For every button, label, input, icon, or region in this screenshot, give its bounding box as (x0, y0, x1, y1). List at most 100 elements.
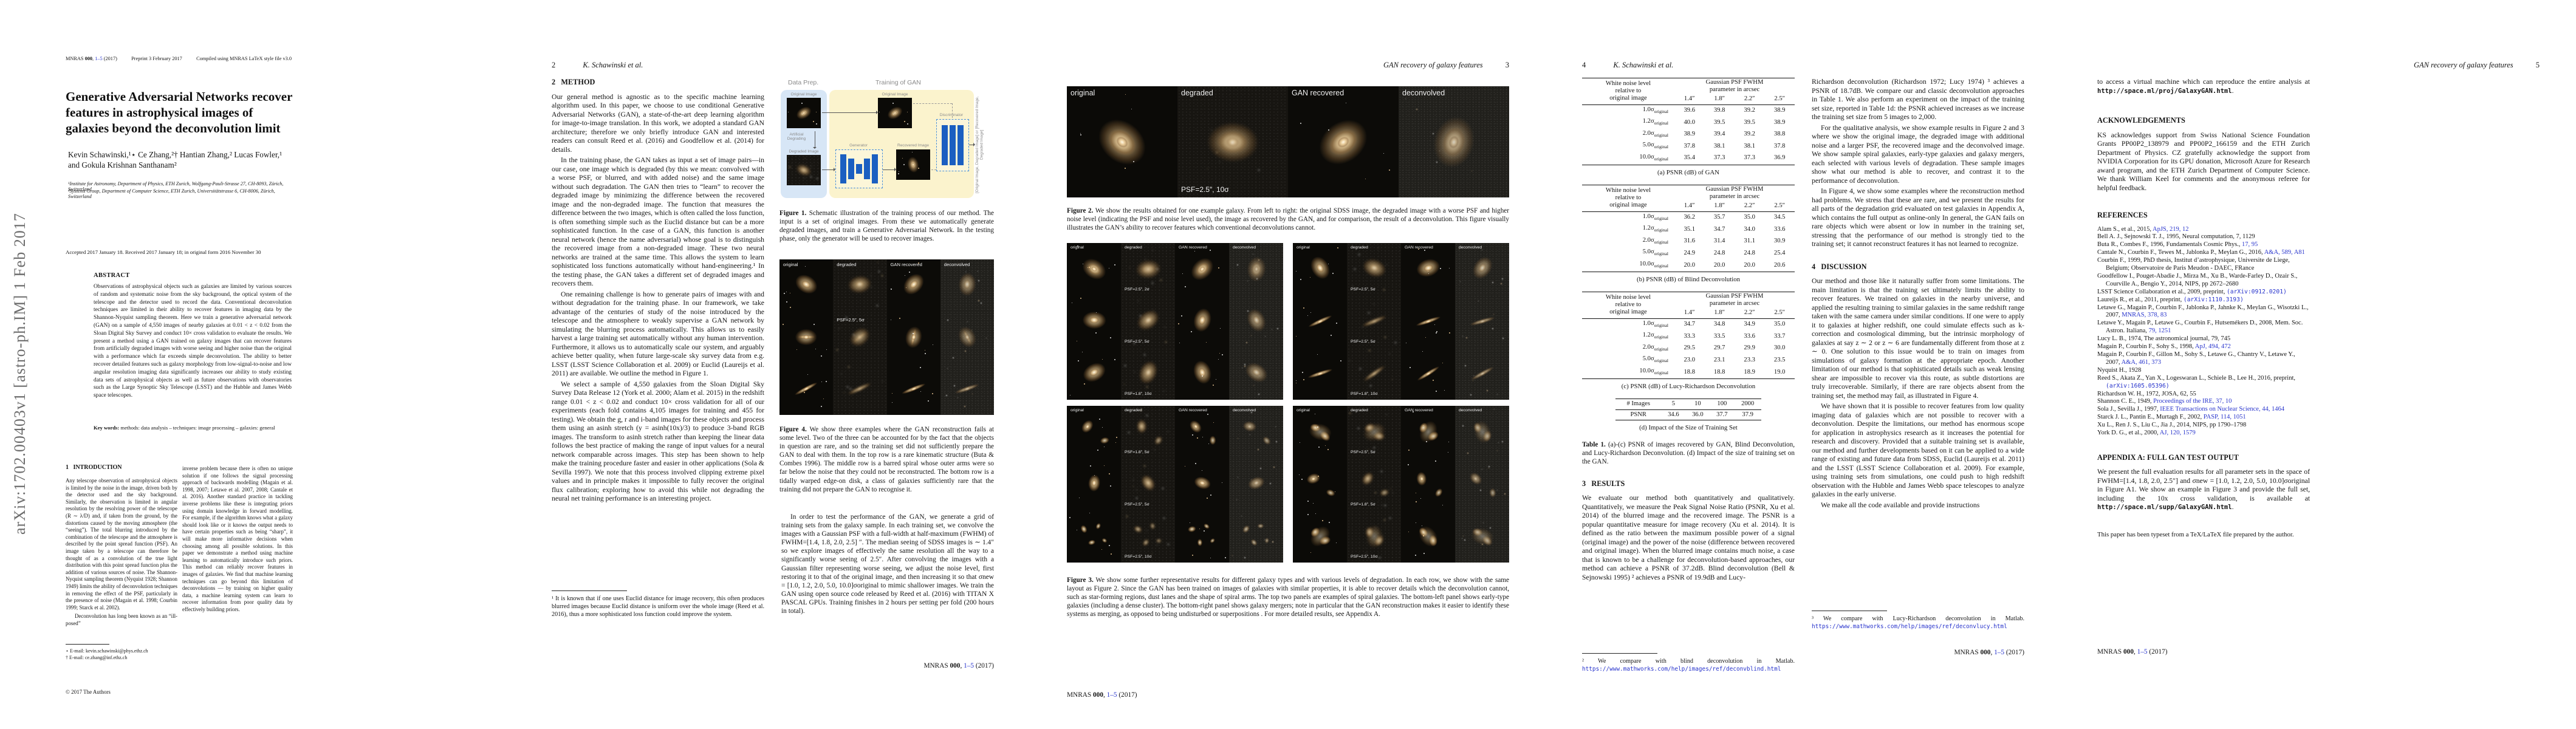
galaxygan-supp-url[interactable]: http://space.ml/supp/GalaxyGAN.html (2097, 504, 2232, 512)
star-dot (1258, 169, 1259, 171)
psnr-value: 38.9 (1684, 131, 1695, 138)
star-dot (1110, 485, 1112, 487)
reference-link[interactable]: MNRAS, 378, 83 (2122, 312, 2167, 319)
reference-link[interactable]: Proceedings of the IRE, 37, 10 (2153, 398, 2232, 405)
star-dot (816, 123, 818, 125)
original-image-thumb (878, 98, 912, 128)
paragraph: For the qualitative analysis, we show ex… (1812, 123, 2024, 185)
paragraph: We have shown that it is possible to rec… (1812, 402, 2024, 498)
star-dot (1369, 350, 1371, 352)
star-dot (783, 323, 784, 325)
galaxy-image (1121, 406, 1175, 458)
left-column: White noise level relative to original ima… (1582, 78, 1795, 646)
star-dot (964, 405, 966, 407)
reference-link[interactable]: A&A, 461, 373 (2121, 358, 2162, 366)
galaxy-blob (1196, 538, 1204, 548)
star-dot (1318, 447, 1320, 448)
page-number: 4 (1582, 61, 1586, 69)
galaxy-image (1067, 243, 1121, 295)
psf-noise-label: PSF=2.5″, 10σ (1351, 555, 1378, 559)
panel-column-label: original (1297, 408, 1310, 412)
footer-pages-link[interactable]: 1–5 (1994, 649, 2005, 656)
star-dot (1416, 108, 1418, 110)
galaxy-image (1401, 510, 1455, 563)
table-column-header: 2.2″ (1744, 95, 1755, 102)
galaxy-panel (940, 311, 994, 363)
star-dot (902, 158, 903, 159)
reference-text: Reed S., Akata Z., Yan X., Logeswaran L.… (2097, 374, 2296, 382)
reference-link[interactable]: (arXiv:1605.05396) (2106, 382, 2170, 389)
reference-link[interactable]: AJ, 120, 1579 (2159, 430, 2196, 437)
reference-link[interactable]: (arXiv:1110.3193) (2183, 296, 2244, 303)
galaxy-panel: PSF=2.5″, 5σ (833, 311, 887, 363)
star-dot (1244, 363, 1245, 365)
page-number: 2 (552, 61, 556, 69)
reference-link[interactable]: ApJ, 494, 472 (2194, 343, 2231, 351)
galaxy-panel (1175, 295, 1229, 347)
panel-column-label: deconvolved (1402, 89, 1445, 97)
reference-link[interactable]: (arXiv:0912.0201) (2226, 288, 2287, 295)
footer-pages-link[interactable]: 1–5 (1106, 691, 1117, 699)
reference-link[interactable]: 17, 95 (2242, 241, 2258, 248)
table-column-header: 2.5″ (1774, 95, 1786, 102)
pages-link[interactable]: 1–5 (95, 56, 103, 61)
panel-column-label: GAN recovered (1179, 408, 1207, 412)
star-dot (1298, 474, 1300, 475)
galaxygan-url[interactable]: http://space.ml/proj/GalaxyGAN.html (2097, 87, 2232, 95)
star-dot (1276, 441, 1278, 443)
psnr-value: 23.1 (1713, 356, 1725, 363)
star-dot (1208, 443, 1210, 444)
psnr-value: 37.3 (1713, 154, 1725, 162)
galaxy-image (1293, 510, 1347, 563)
star-dot (1128, 432, 1129, 433)
reference-link[interactable]: A&A, 589, A81 (2264, 249, 2305, 256)
reference-link[interactable]: ApJS, 219, 12 (2153, 225, 2189, 233)
author-list: Kevin Schawinski,¹⋆ Ce Zhang,²† Hantian … (68, 150, 283, 169)
star-dot (1303, 307, 1304, 309)
reference-entry: Starck J. L., Pantin E., Murtagh F., 200… (2097, 414, 2310, 422)
footer-pages-link[interactable]: 1–5 (2137, 648, 2148, 655)
star-dot (1272, 541, 1274, 542)
figure4-caption: Figure 4. We show three examples where t… (779, 425, 994, 494)
star-dot (1483, 522, 1484, 523)
matlab-deconvblind-url[interactable]: https://www.mathworks.com/help/images/re… (1582, 666, 1781, 673)
panel-column-label: degraded (1181, 89, 1213, 97)
matlab-deconvlucy-url[interactable]: https://www.mathworks.com/help/images/re… (1812, 623, 2007, 630)
star-dot (1407, 464, 1409, 466)
star-dot (1210, 495, 1211, 496)
star-dot (903, 120, 905, 122)
psnr-table: White noise level relative to original ima… (1582, 292, 1795, 379)
star-dot (1395, 342, 1397, 344)
table-group-header: Gaussian PSF FWHM parameter in arcsec (1705, 186, 1764, 200)
reference-entry: York D. G., et al., 2000, AJ, 120, 1579 (2097, 430, 2310, 437)
psnr-value: 34.5 (1773, 214, 1786, 221)
star-dot (882, 381, 883, 382)
network-layer-bar (950, 125, 956, 165)
reference-link[interactable]: 79, 1251 (2148, 327, 2171, 335)
reference-text: York D. G., et al., 2000, (2097, 430, 2160, 437)
galaxy-image (1401, 406, 1455, 458)
galaxy-panel: PSF=2.5″, 5σ (1121, 458, 1175, 510)
footer-pages-link[interactable]: 1–5 (964, 662, 975, 669)
figure3-block-top-right: original degraded PSF=2.5″, 5σ GAN recovere… (1293, 243, 1509, 400)
panel-column-label: original (783, 262, 798, 267)
abstract-heading: ABSTRACT (94, 272, 130, 279)
reference-link[interactable]: PASP, 114, 1051 (2203, 414, 2246, 421)
galaxy-panel (1229, 458, 1283, 510)
star-dot (852, 334, 854, 335)
reference-link[interactable]: IEEE Transactions on Nuclear Science, 44… (2160, 406, 2284, 413)
psnr-value: 34.8 (1713, 321, 1725, 328)
star-dot (1462, 336, 1463, 337)
reference-entry: Alam S., et al., 2015, ApJS, 219, 12 (2097, 226, 2310, 234)
galaxy-panel (940, 363, 994, 415)
psnr-value: 18.9 (1744, 368, 1755, 375)
data-prep-label: Data Prep. (788, 79, 819, 86)
page-1: arXiv:1702.00403v1 [astro-ph.IM] 1 Feb 2… (0, 0, 515, 729)
galaxy-panel (1067, 295, 1121, 347)
star-dot (1247, 310, 1249, 312)
psnr-value: 36.9 (1773, 154, 1786, 162)
reference-entry: Buta R., Combes F., 1996, Fundamentals C… (2097, 241, 2310, 249)
star-dot (1375, 527, 1377, 528)
noise-level-label: 2.0σoriginal (1642, 129, 1668, 138)
psnr-value: 35.4 (1684, 154, 1695, 162)
